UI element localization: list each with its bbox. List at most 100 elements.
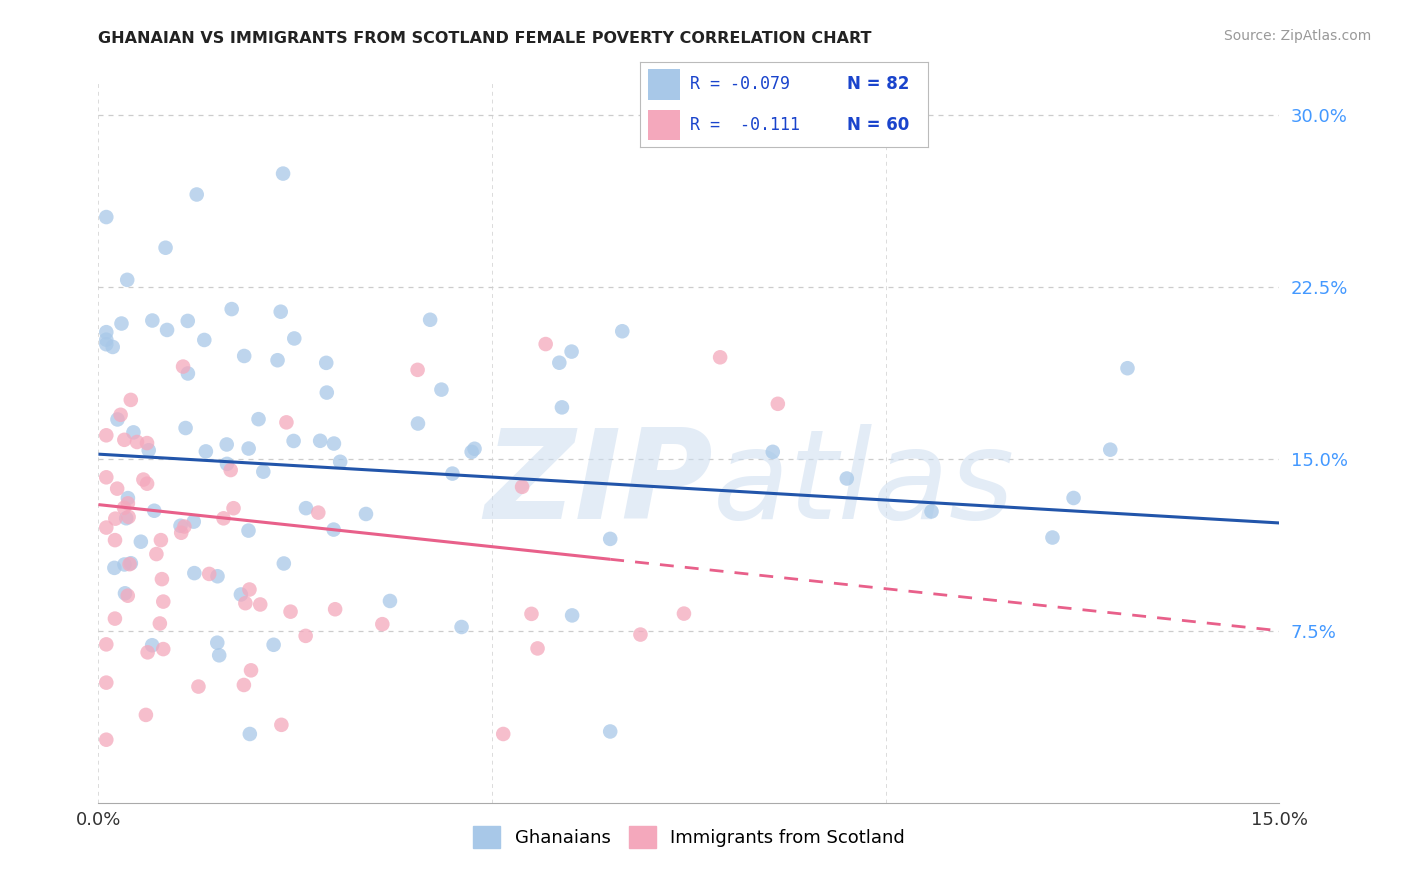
Point bbox=[548, 356, 571, 370]
Point bbox=[229, 587, 252, 601]
Point bbox=[630, 627, 652, 641]
Point bbox=[122, 425, 145, 440]
Point bbox=[141, 313, 163, 327]
Point bbox=[135, 707, 157, 722]
Point bbox=[183, 515, 205, 529]
Point bbox=[766, 397, 789, 411]
Point bbox=[762, 445, 785, 459]
Point bbox=[271, 167, 294, 181]
Point bbox=[132, 473, 155, 487]
Point bbox=[173, 519, 195, 533]
Point bbox=[96, 732, 118, 747]
Point bbox=[526, 641, 548, 656]
Point bbox=[322, 523, 344, 537]
Point bbox=[208, 648, 231, 663]
Point bbox=[464, 442, 486, 456]
Point bbox=[149, 533, 172, 548]
Point bbox=[235, 596, 257, 610]
Point bbox=[186, 187, 208, 202]
Point bbox=[294, 629, 316, 643]
Point bbox=[101, 340, 124, 354]
Point bbox=[156, 323, 179, 337]
Point bbox=[170, 525, 193, 540]
Point bbox=[315, 385, 337, 400]
Point bbox=[96, 675, 118, 690]
Text: N = 60: N = 60 bbox=[848, 116, 910, 134]
Text: GHANAIAN VS IMMIGRANTS FROM SCOTLAND FEMALE POVERTY CORRELATION CHART: GHANAIAN VS IMMIGRANTS FROM SCOTLAND FEM… bbox=[98, 31, 872, 46]
Point bbox=[174, 421, 197, 435]
Point bbox=[460, 445, 482, 459]
Point bbox=[419, 312, 441, 326]
Point bbox=[252, 465, 274, 479]
Point bbox=[104, 533, 127, 548]
Point bbox=[561, 608, 583, 623]
Bar bbox=[648, 70, 681, 100]
Point bbox=[309, 434, 332, 448]
Point bbox=[371, 617, 394, 632]
Point bbox=[96, 520, 118, 534]
Point bbox=[115, 273, 138, 287]
Point bbox=[273, 557, 295, 571]
Point bbox=[207, 569, 229, 583]
Point bbox=[96, 337, 118, 351]
Point bbox=[520, 607, 543, 621]
Text: R = -0.079: R = -0.079 bbox=[690, 76, 790, 94]
Point bbox=[534, 337, 557, 351]
Point bbox=[263, 638, 285, 652]
Point bbox=[118, 557, 141, 571]
Point bbox=[120, 392, 142, 407]
Point bbox=[155, 241, 177, 255]
Point bbox=[1099, 442, 1122, 457]
Point bbox=[232, 678, 254, 692]
Point bbox=[96, 333, 118, 347]
Point bbox=[561, 344, 583, 359]
Point bbox=[450, 620, 472, 634]
Text: Source: ZipAtlas.com: Source: ZipAtlas.com bbox=[1223, 29, 1371, 43]
Point bbox=[150, 572, 173, 586]
Point bbox=[215, 457, 238, 471]
Point bbox=[599, 532, 621, 546]
Point bbox=[105, 482, 128, 496]
Point bbox=[441, 467, 464, 481]
Text: ZIP: ZIP bbox=[484, 425, 713, 545]
Point bbox=[551, 401, 574, 415]
Point bbox=[307, 506, 329, 520]
Point bbox=[177, 367, 200, 381]
Point bbox=[1116, 361, 1139, 376]
Point bbox=[114, 558, 136, 572]
Point bbox=[247, 412, 270, 426]
Point bbox=[280, 605, 302, 619]
Point bbox=[240, 664, 263, 678]
Point bbox=[238, 524, 260, 538]
Point bbox=[406, 417, 429, 431]
Point bbox=[233, 349, 256, 363]
Point bbox=[249, 598, 271, 612]
Point bbox=[283, 434, 305, 448]
Point bbox=[270, 718, 292, 732]
Point bbox=[239, 727, 262, 741]
Point bbox=[104, 511, 127, 525]
Point bbox=[96, 470, 118, 484]
Point bbox=[103, 561, 125, 575]
Point bbox=[117, 589, 139, 603]
Point bbox=[315, 356, 337, 370]
Point bbox=[599, 724, 621, 739]
Point bbox=[187, 680, 209, 694]
Point bbox=[323, 436, 346, 450]
Text: atlas: atlas bbox=[713, 425, 1015, 545]
Point bbox=[222, 501, 245, 516]
Point bbox=[96, 637, 118, 651]
Point bbox=[1042, 531, 1064, 545]
Point bbox=[117, 510, 139, 524]
Point bbox=[117, 491, 139, 505]
Point bbox=[835, 471, 858, 485]
Point bbox=[921, 504, 943, 518]
Point bbox=[194, 444, 217, 458]
Point bbox=[112, 500, 135, 515]
Point bbox=[104, 612, 127, 626]
Point bbox=[96, 210, 118, 224]
Point bbox=[323, 602, 346, 616]
Point bbox=[283, 331, 305, 345]
Point bbox=[1063, 491, 1085, 505]
Point bbox=[612, 324, 634, 338]
